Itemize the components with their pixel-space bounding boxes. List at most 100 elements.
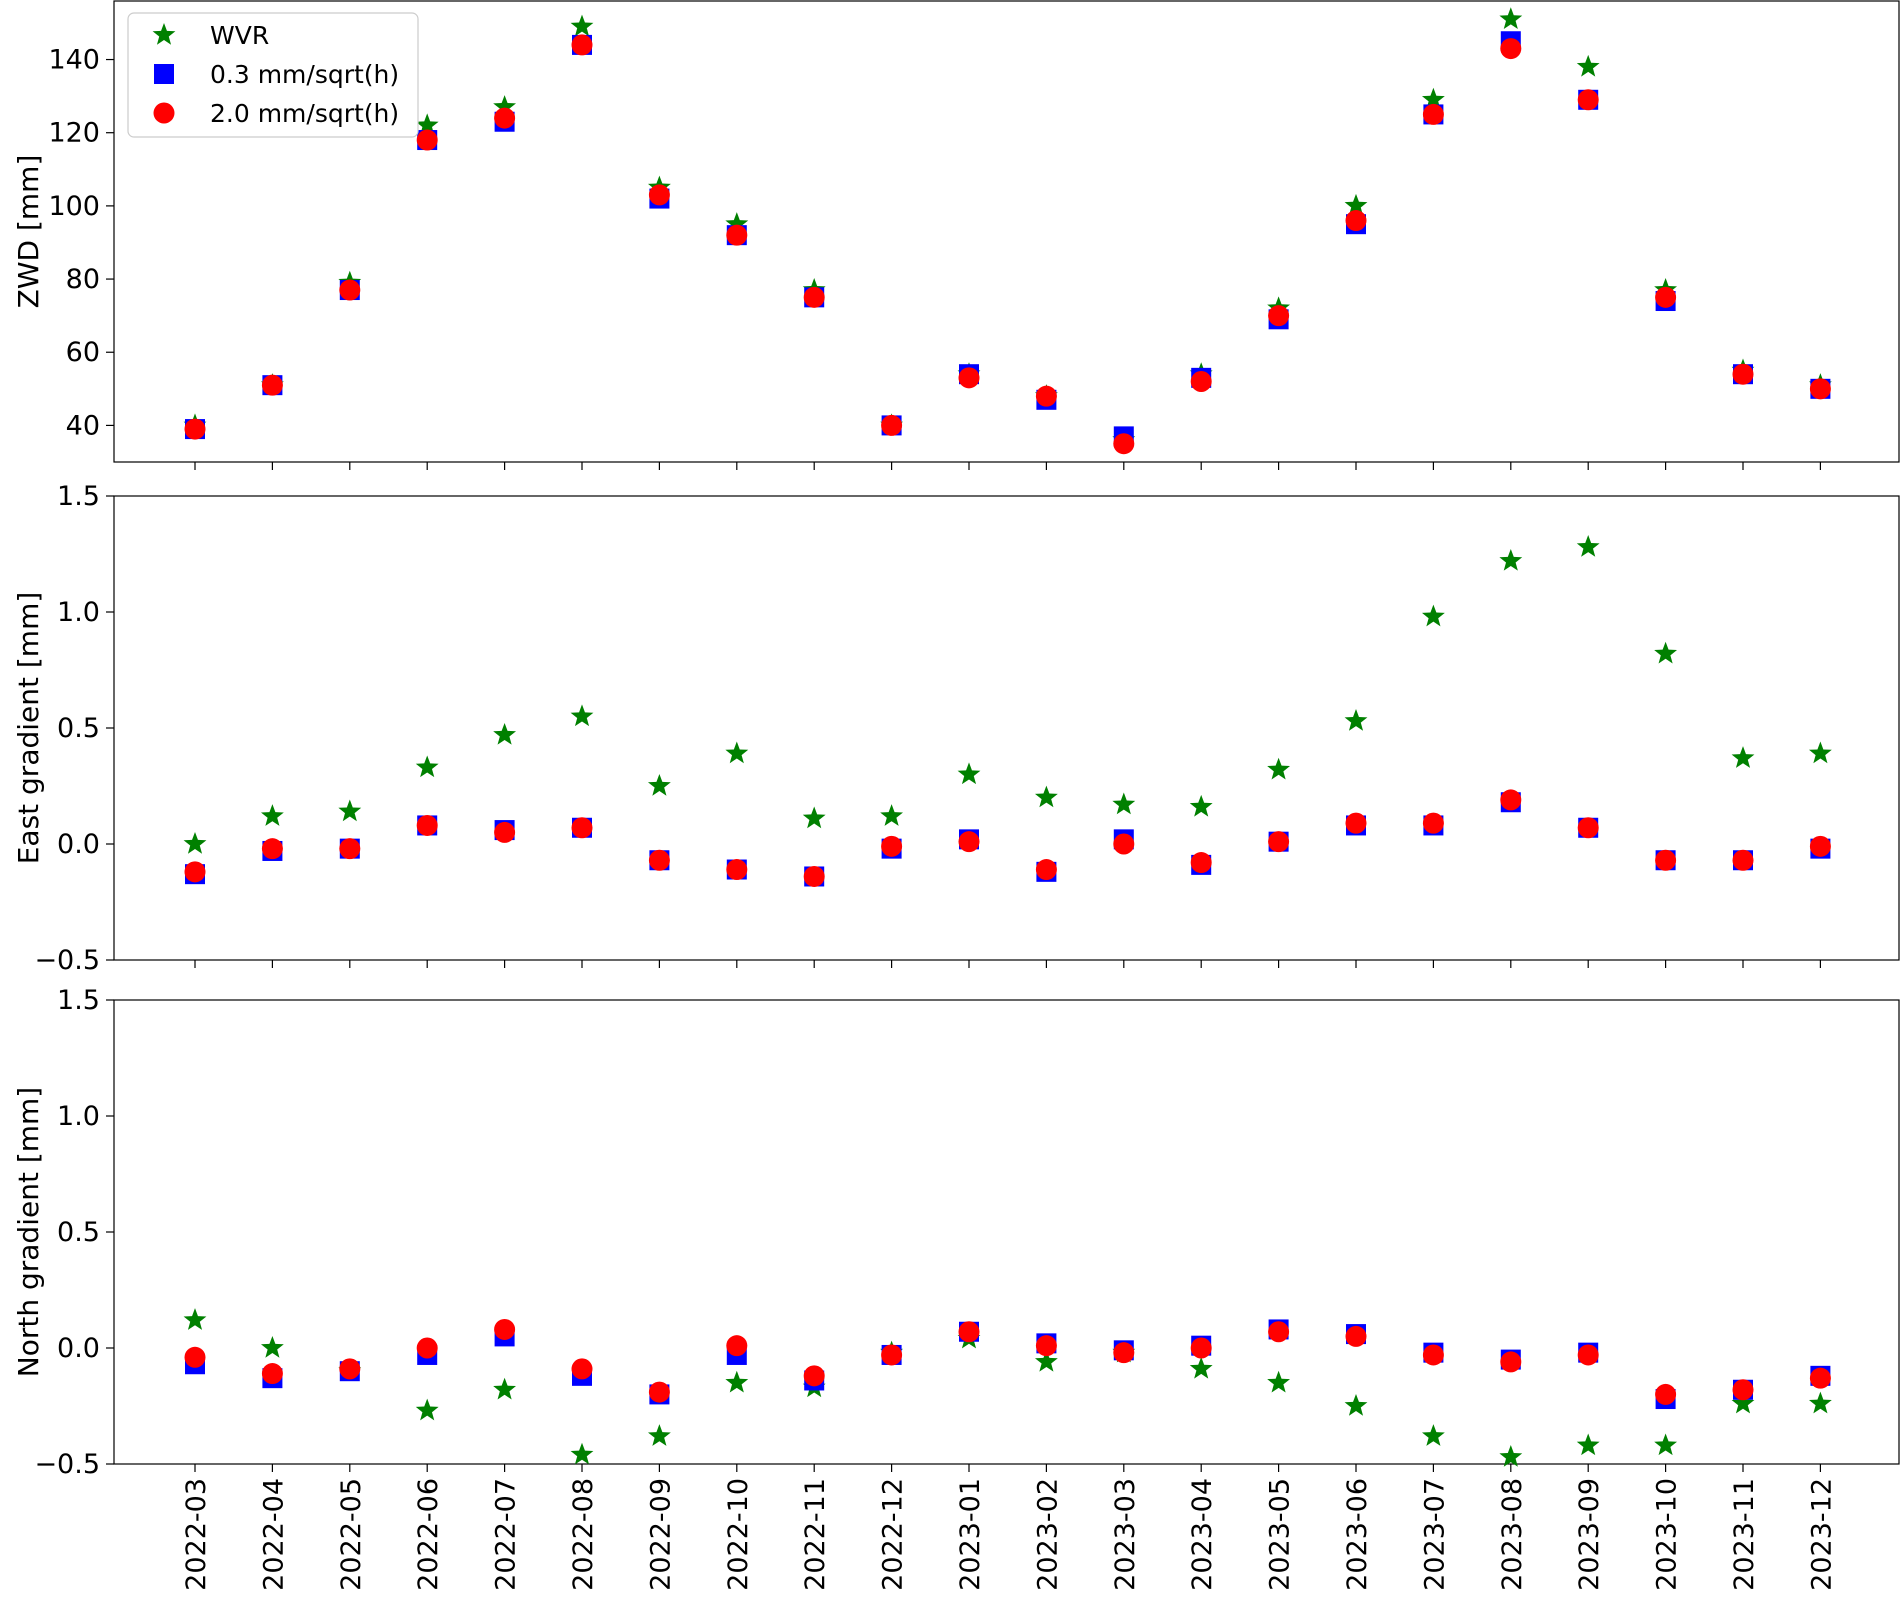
data-point-zwd-star xyxy=(493,95,517,117)
data-point-north-star xyxy=(1654,1433,1678,1456)
data-point-east-star xyxy=(802,806,826,829)
x-tick-label: 2022-08 xyxy=(568,1478,599,1591)
data-point-north-star xyxy=(1499,1445,1523,1467)
data-point-north-star xyxy=(1731,1391,1755,1414)
data-point-zwd-circle xyxy=(261,374,283,396)
data-point-zwd-star xyxy=(1576,54,1600,77)
x-tick-label: 2023-10 xyxy=(1652,1478,1683,1591)
data-point-east-circle xyxy=(261,838,283,860)
data-point-east-circle xyxy=(571,817,593,839)
x-tick-label: 2023-03 xyxy=(1110,1478,1141,1591)
data-point-north-star xyxy=(493,1377,517,1400)
x-tick-label: 2022-05 xyxy=(336,1478,367,1591)
x-tick-label: 2023-04 xyxy=(1187,1478,1218,1591)
data-point-north-circle xyxy=(184,1346,206,1368)
data-point-east-star xyxy=(1421,604,1445,627)
data-point-north-star xyxy=(1344,1394,1368,1416)
legend-label: 0.3 mm/sqrt(h) xyxy=(210,60,399,89)
data-point-north-circle xyxy=(1113,1342,1135,1364)
data-point-zwd-circle xyxy=(1035,385,1057,407)
x-tick-label: 2023-09 xyxy=(1574,1478,1605,1591)
data-point-north-circle xyxy=(339,1358,361,1380)
data-point-east-circle xyxy=(1268,831,1290,853)
data-point-east-circle xyxy=(1500,789,1522,811)
data-point-north-circle xyxy=(1268,1321,1290,1343)
data-point-east-star xyxy=(183,832,207,854)
x-tick-label: 2023-08 xyxy=(1497,1478,1528,1591)
data-point-north-circle xyxy=(803,1365,825,1387)
data-point-east-star xyxy=(957,762,981,785)
data-point-east-star xyxy=(1808,741,1832,764)
y-axis-label-zwd: ZWD [mm] xyxy=(12,155,45,309)
data-point-north-circle xyxy=(1500,1351,1522,1373)
data-point-north-circle xyxy=(648,1381,670,1403)
data-point-north-star xyxy=(1189,1356,1213,1379)
y-axis-label-north: North gradient [mm] xyxy=(12,1087,45,1377)
data-point-east-star xyxy=(1731,746,1755,768)
data-point-east-star xyxy=(647,774,671,796)
y-tick-label-zwd: 60 xyxy=(66,337,100,368)
data-point-east-star xyxy=(338,799,362,822)
data-point-north-star xyxy=(1421,1424,1445,1446)
y-tick-label-north: 1.0 xyxy=(57,1101,100,1132)
data-point-zwd-star xyxy=(1344,193,1368,216)
legend-label: 2.0 mm/sqrt(h) xyxy=(210,99,399,128)
data-point-zwd-circle xyxy=(494,107,516,129)
data-point-north-circle xyxy=(958,1321,980,1343)
data-point-east-star xyxy=(260,804,284,826)
x-tick-label: 2022-06 xyxy=(413,1478,444,1591)
x-tick-label: 2022-11 xyxy=(800,1478,831,1591)
y-axis-label-east: East gradient [mm] xyxy=(12,592,45,865)
data-point-east-circle xyxy=(1732,849,1754,871)
x-tick-label: 2023-12 xyxy=(1806,1478,1837,1591)
data-point-zwd-star xyxy=(1421,87,1445,110)
data-point-zwd-circle xyxy=(1809,378,1831,400)
data-point-north-circle xyxy=(1190,1337,1212,1359)
data-point-east-star xyxy=(1499,548,1523,571)
data-point-east-circle xyxy=(494,821,516,843)
data-point-north-star xyxy=(415,1398,439,1421)
data-point-zwd-star xyxy=(725,212,749,234)
data-point-east-star xyxy=(415,755,439,778)
data-point-north-star xyxy=(1267,1370,1291,1393)
x-tick-label: 2023-11 xyxy=(1729,1478,1760,1591)
data-point-east-star xyxy=(1112,792,1136,815)
data-point-east-circle xyxy=(1809,835,1831,857)
y-tick-label-zwd: 40 xyxy=(66,410,100,441)
data-point-north-circle xyxy=(1345,1325,1367,1347)
data-point-east-star xyxy=(570,704,594,727)
data-point-north-star xyxy=(1576,1433,1600,1456)
data-point-north-circle xyxy=(881,1344,903,1366)
data-point-east-star xyxy=(1654,641,1678,664)
data-point-east-circle xyxy=(1577,817,1599,839)
data-point-north-circle xyxy=(1655,1383,1677,1405)
data-point-north-circle xyxy=(1732,1379,1754,1401)
data-point-zwd-circle xyxy=(1190,371,1212,393)
data-point-zwd-circle xyxy=(1268,305,1290,327)
x-tick-label: 2023-07 xyxy=(1419,1478,1450,1591)
data-point-zwd-star xyxy=(570,14,594,37)
data-point-east-circle xyxy=(648,849,670,871)
y-tick-label-north: 0.0 xyxy=(57,1333,100,1364)
x-tick-label: 2022-12 xyxy=(878,1478,909,1591)
x-tick-label: 2023-01 xyxy=(955,1478,986,1591)
legend-label: WVR xyxy=(210,21,269,50)
x-tick-label: 2022-07 xyxy=(491,1478,522,1591)
y-tick-label-zwd: 100 xyxy=(48,191,100,222)
data-point-east-circle xyxy=(1655,849,1677,871)
y-tick-label-zwd: 80 xyxy=(66,264,100,295)
data-point-zwd-circle xyxy=(1113,433,1135,455)
x-tick-label: 2023-06 xyxy=(1342,1478,1373,1591)
data-point-zwd-circle xyxy=(648,184,670,206)
plot-frame-zwd xyxy=(113,0,1900,463)
data-point-east-star xyxy=(1576,535,1600,557)
data-point-north-circle xyxy=(416,1337,438,1359)
data-point-east-star xyxy=(1267,757,1291,780)
data-point-zwd-circle xyxy=(803,286,825,308)
x-tick-label: 2023-02 xyxy=(1032,1478,1063,1591)
data-point-zwd-circle xyxy=(1655,286,1677,308)
y-tick-label-north: −0.5 xyxy=(34,1449,100,1480)
data-point-east-star xyxy=(725,741,749,764)
data-point-east-circle xyxy=(184,861,206,883)
legend-marker-square xyxy=(154,64,174,84)
